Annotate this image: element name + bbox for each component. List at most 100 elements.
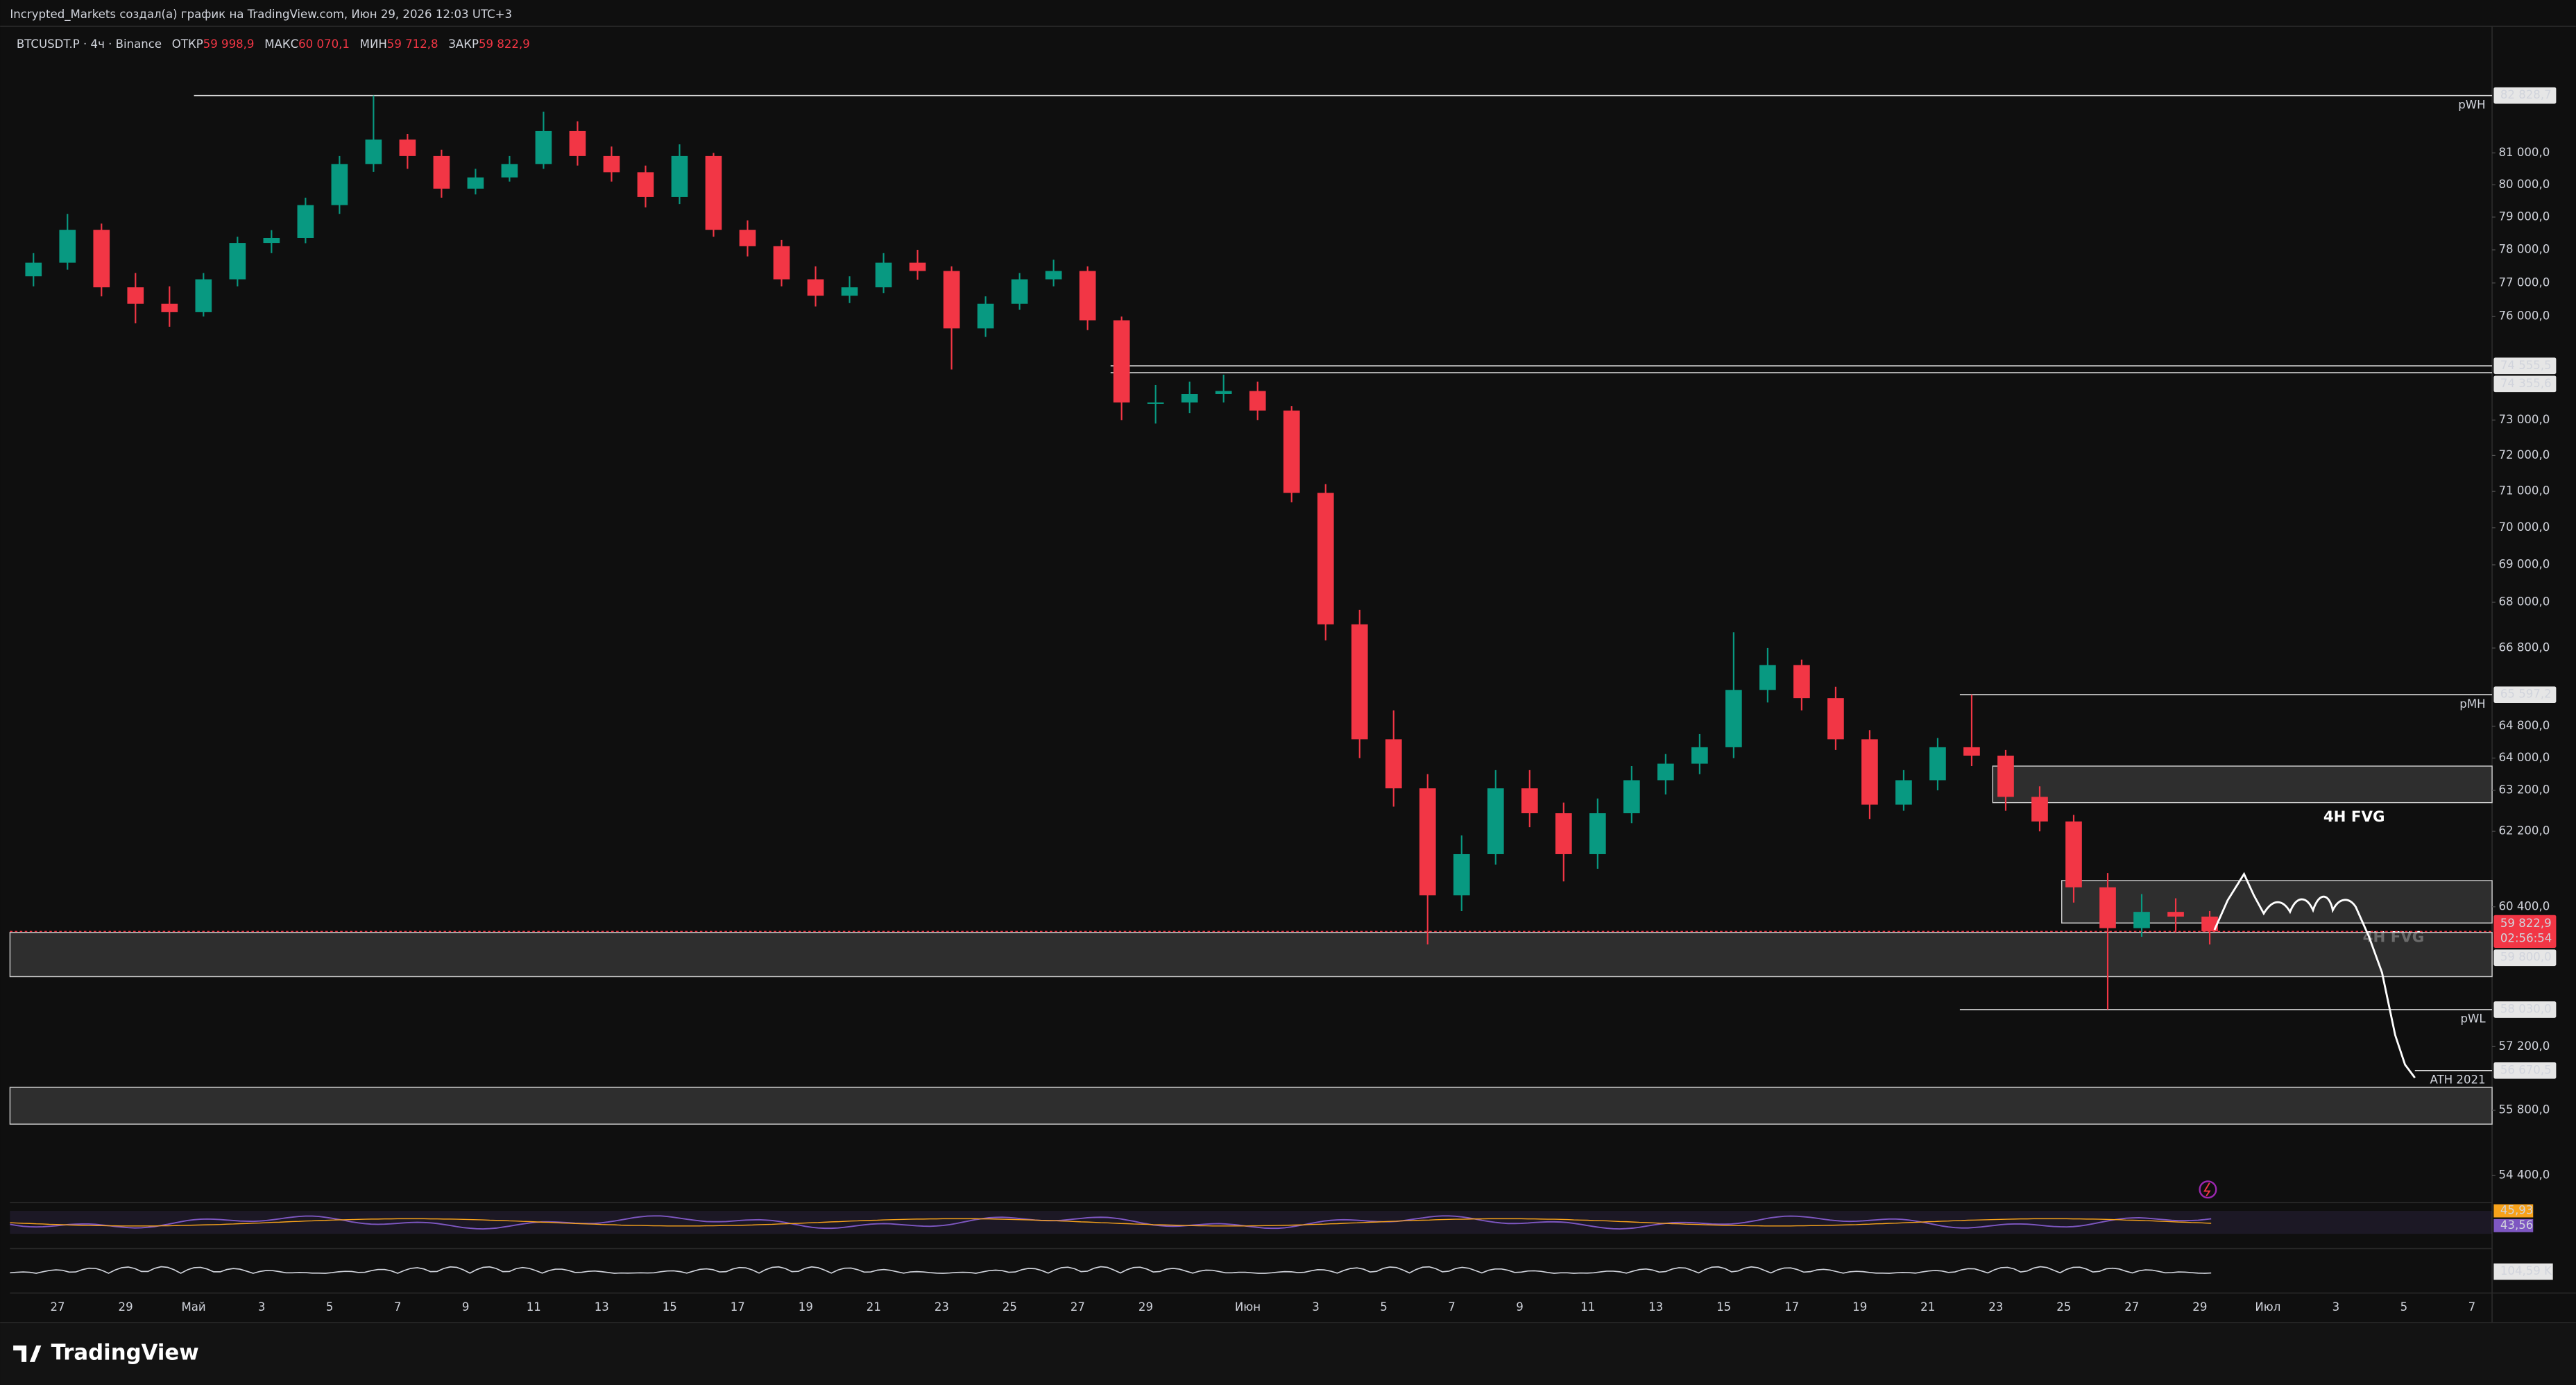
price-label: 82 828,7 bbox=[2500, 88, 2552, 101]
candle-body bbox=[1827, 698, 1844, 740]
price-label: 58 030,0 bbox=[2500, 1003, 2552, 1016]
candle-body bbox=[1419, 788, 1436, 896]
y-tick-label: 69 000,0 bbox=[2499, 557, 2550, 570]
candle-body bbox=[1861, 739, 1878, 805]
candle-body bbox=[1351, 624, 1368, 740]
countdown-label: 02:56:54 bbox=[2500, 932, 2552, 945]
candle-body bbox=[1453, 853, 1470, 896]
y-tick-label: 73 000,0 bbox=[2499, 413, 2550, 426]
price-label-box bbox=[2493, 1062, 2557, 1079]
zone bbox=[1992, 765, 2493, 804]
ohlc-name: МИН bbox=[360, 37, 387, 50]
x-tick-label: 3 bbox=[2332, 1300, 2340, 1314]
ohlc-value: 60 070,1 bbox=[298, 37, 350, 50]
candle-body bbox=[1113, 320, 1130, 403]
current-price-label: 59 822,9 bbox=[2500, 917, 2552, 930]
y-tick-label: 77 000,0 bbox=[2499, 275, 2550, 289]
x-tick-label: 5 bbox=[326, 1300, 334, 1314]
x-tick-label: 17 bbox=[1784, 1300, 1799, 1314]
x-tick-label: 15 bbox=[1716, 1300, 1731, 1314]
candle-body bbox=[1011, 279, 1028, 304]
alert-icon[interactable] bbox=[2199, 1180, 2217, 1199]
candle-body bbox=[1759, 665, 1776, 690]
candle-body bbox=[1895, 780, 1912, 805]
price-label: 65 597,2 bbox=[2500, 688, 2552, 701]
rsi-label-box bbox=[2493, 1218, 2534, 1232]
x-tick-label: 27 bbox=[51, 1300, 65, 1314]
level-label: ATH 2021 bbox=[2430, 1073, 2486, 1087]
x-tick-label: 13 bbox=[595, 1300, 609, 1314]
candle-body bbox=[331, 164, 348, 205]
x-tick-label: 25 bbox=[1003, 1300, 1017, 1314]
candle-body bbox=[1181, 393, 1198, 403]
logo-mark bbox=[13, 1345, 42, 1362]
x-tick-label: 13 bbox=[1648, 1300, 1663, 1314]
author-line: Incrypted_Markets создал(а) график на Tr… bbox=[10, 8, 512, 22]
y-tick-label: 55 800,0 bbox=[2499, 1103, 2550, 1116]
candle-body bbox=[1045, 271, 1062, 280]
x-tick-label: 17 bbox=[731, 1300, 745, 1314]
candle-body bbox=[1929, 747, 1946, 781]
x-tick-label: 23 bbox=[1988, 1300, 2003, 1314]
volume-label-box bbox=[2493, 1263, 2553, 1280]
candle-body bbox=[671, 155, 688, 197]
zone bbox=[9, 1087, 2493, 1125]
x-tick-label: 19 bbox=[1852, 1300, 1867, 1314]
y-tick-label: 63 200,0 bbox=[2499, 783, 2550, 797]
x-tick-label: 29 bbox=[119, 1300, 133, 1314]
x-tick-label: 15 bbox=[663, 1300, 677, 1314]
candle-body bbox=[1657, 763, 1674, 781]
candle-body bbox=[637, 172, 654, 197]
candle-body bbox=[1725, 690, 1742, 747]
candle-body bbox=[1963, 747, 1980, 756]
candle-body bbox=[739, 230, 756, 246]
y-tick-label: 68 000,0 bbox=[2499, 595, 2550, 609]
y-tick-label: 60 400,0 bbox=[2499, 899, 2550, 912]
candle-body bbox=[1079, 271, 1096, 321]
candle-body bbox=[59, 230, 76, 263]
zone-label: 4H FVG bbox=[2323, 808, 2385, 826]
x-tick-label: Май bbox=[182, 1300, 206, 1314]
candle-body bbox=[1997, 756, 2014, 797]
candle-body bbox=[161, 303, 178, 312]
x-tick-label: 9 bbox=[462, 1300, 470, 1314]
candle-body bbox=[705, 155, 722, 230]
y-tick-label: 79 000,0 bbox=[2499, 210, 2550, 223]
x-tick-label: 7 bbox=[1448, 1300, 1456, 1314]
candle-body bbox=[1589, 813, 1606, 854]
y-tick-label: 70 000,0 bbox=[2499, 520, 2550, 534]
price-label: 59 800,0 bbox=[2500, 951, 2552, 964]
candle-body bbox=[535, 130, 552, 164]
x-tick-label: 11 bbox=[527, 1300, 541, 1314]
candle-body bbox=[1521, 788, 1538, 813]
x-tick-label: 5 bbox=[1380, 1300, 1388, 1314]
x-tick-label: 11 bbox=[1580, 1300, 1595, 1314]
candle-body bbox=[2065, 821, 2082, 887]
x-tick-label: 7 bbox=[2468, 1300, 2476, 1314]
volume-label: 104,59 K bbox=[2500, 1264, 2552, 1277]
candle-body bbox=[1147, 402, 1164, 404]
price-label-box bbox=[2493, 357, 2557, 375]
logo-text: TradingView bbox=[51, 1341, 199, 1366]
candle-body bbox=[399, 139, 416, 156]
candle-body bbox=[977, 303, 994, 329]
rsi-label: 45,93 bbox=[2500, 1204, 2533, 1217]
price-label: 74 555,5 bbox=[2500, 359, 2552, 372]
y-tick-label: 64 800,0 bbox=[2499, 719, 2550, 732]
x-tick-label: 9 bbox=[1516, 1300, 1524, 1314]
candle-body bbox=[433, 155, 450, 189]
price-label: 74 355,6 bbox=[2500, 377, 2552, 390]
x-tick-label: 7 bbox=[394, 1300, 402, 1314]
x-tick-label: 23 bbox=[935, 1300, 949, 1314]
y-tick-label: 71 000,0 bbox=[2499, 484, 2550, 498]
candle-body bbox=[93, 230, 110, 288]
candle-body bbox=[2201, 916, 2218, 932]
candle-body bbox=[2133, 912, 2150, 928]
candle-body bbox=[25, 262, 42, 277]
ohlc-value: 59 712,8 bbox=[387, 37, 438, 50]
x-tick-label: 27 bbox=[1071, 1300, 1085, 1314]
projection-path bbox=[2213, 872, 2416, 1079]
y-tick-label: 66 800,0 bbox=[2499, 640, 2550, 654]
y-tick-label: 72 000,0 bbox=[2499, 448, 2550, 461]
